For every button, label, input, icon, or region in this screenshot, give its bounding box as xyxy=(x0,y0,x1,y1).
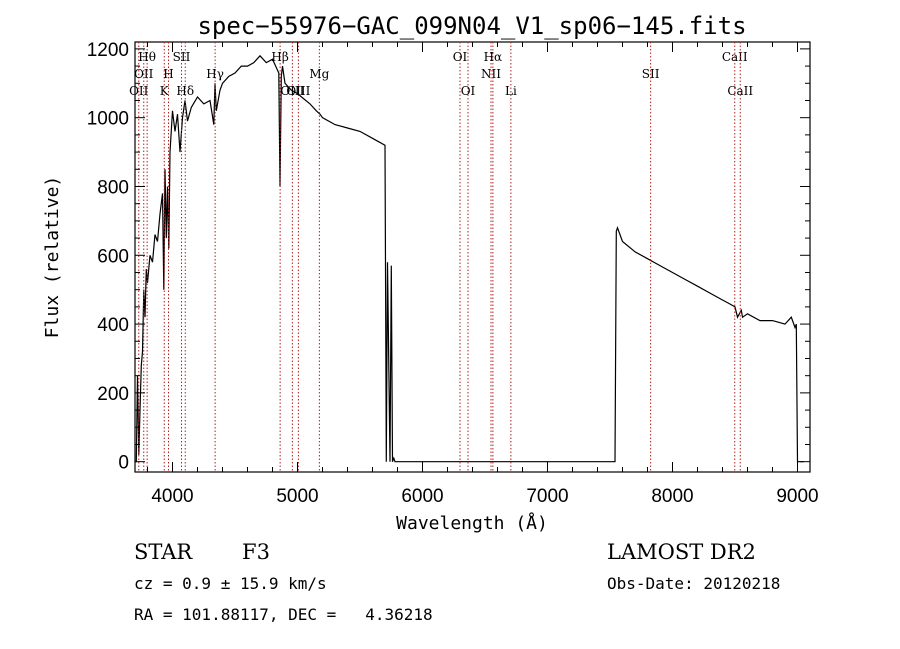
x-tick-label: 6000 xyxy=(401,486,443,507)
object-subclass: F3 xyxy=(242,540,270,564)
line-marker-label: Mg xyxy=(309,67,329,81)
line-marker-label: CaII xyxy=(727,84,753,98)
line-marker-label: OI xyxy=(461,84,476,98)
y-tick-label: 400 xyxy=(97,315,129,336)
line-marker-label: SII xyxy=(173,50,191,64)
y-tick-label: 600 xyxy=(97,246,129,267)
obs-date: Obs-Date: 20120218 xyxy=(607,574,781,593)
y-tick-label: 1200 xyxy=(87,40,129,61)
line-marker-label: NII xyxy=(481,67,501,81)
line-marker-label: OII xyxy=(134,67,154,81)
line-marker-label: OIII xyxy=(286,84,310,98)
y-tick-label: 0 xyxy=(118,453,129,474)
y-axis-label: Flux (relative) xyxy=(42,176,63,339)
line-marker-label: Hθ xyxy=(138,50,156,64)
x-tick-label: 4000 xyxy=(151,486,193,507)
survey-name: LAMOST DR2 xyxy=(607,540,756,564)
line-marker-label: Hγ xyxy=(206,67,224,81)
object-class: STAR xyxy=(134,540,193,564)
line-marker-label: Li xyxy=(505,84,517,98)
line-marker-label: Hα xyxy=(484,50,503,64)
x-axis-label: Wavelength (Å) xyxy=(396,512,548,534)
y-axis-ticks: 0 200 400 600 800 1000 1200 xyxy=(87,40,810,474)
y-tick-label: 200 xyxy=(97,384,129,405)
coordinates: RA = 101.88117, DEC = 4.36218 xyxy=(134,605,433,624)
line-marker-label: H xyxy=(163,67,173,81)
x-tick-label: 5000 xyxy=(276,486,318,507)
x-tick-label: 8000 xyxy=(651,486,693,507)
spectrum-line xyxy=(135,54,804,463)
x-tick-label: 7000 xyxy=(526,486,568,507)
x-tick-label: 9000 xyxy=(776,486,818,507)
y-tick-label: 800 xyxy=(97,177,129,198)
y-tick-label: 1000 xyxy=(87,109,129,130)
line-marker-label: CaII xyxy=(722,50,748,64)
line-marker-label: SII xyxy=(642,67,660,81)
line-marker-label: K xyxy=(160,84,170,98)
plot-frame xyxy=(134,41,811,473)
chart-title: spec−55976−GAC_099N04_V1_sp06−145.fits xyxy=(197,12,746,40)
line-markers: OIIOIIHθKHSIIHδHγHβOIIIOIIIMgOIOINIIHαLi… xyxy=(129,42,753,472)
line-marker-label: OI xyxy=(453,50,468,64)
line-marker-label: OII xyxy=(129,84,149,98)
line-marker-label: Hδ xyxy=(176,84,194,98)
plot-area xyxy=(134,41,811,473)
cz-value: cz = 0.9 ± 15.9 km/s xyxy=(134,574,327,593)
x-axis-ticks: 4000 5000 6000 7000 8000 9000 xyxy=(147,42,819,507)
line-marker-label: Hβ xyxy=(271,50,288,64)
